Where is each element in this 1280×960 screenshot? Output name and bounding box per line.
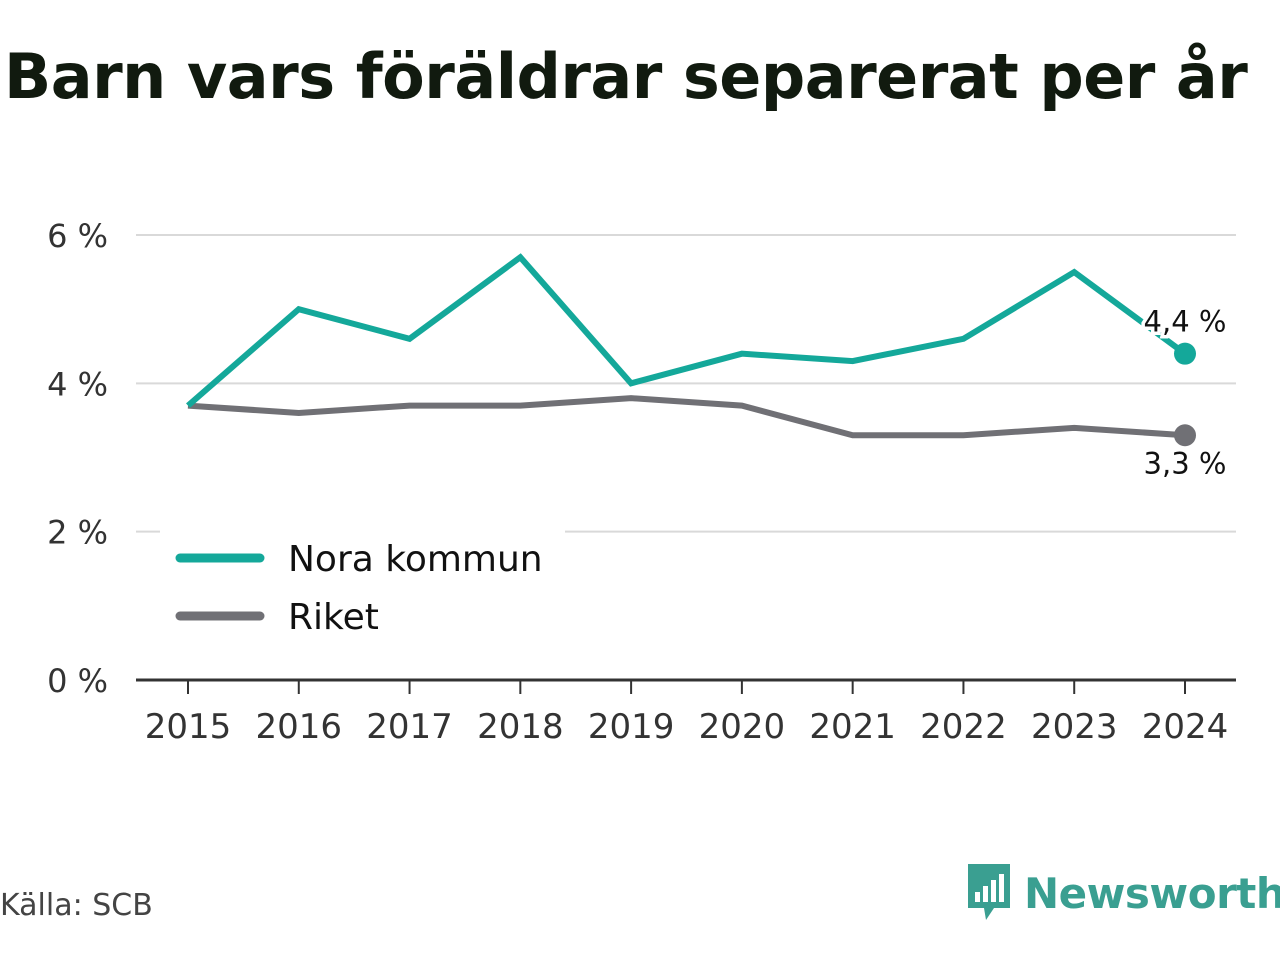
legend-background xyxy=(160,528,565,654)
x-tick-label: 2023 xyxy=(1031,707,1118,747)
x-tick-label: 2016 xyxy=(256,707,343,747)
end-point xyxy=(1174,424,1196,447)
x-tick-label: 2021 xyxy=(809,707,896,747)
end-point xyxy=(1174,342,1196,365)
end-label: 4,4 % xyxy=(1144,305,1227,339)
grid-lines xyxy=(136,234,1236,533)
brand-logo: Newsworthy xyxy=(964,862,1280,924)
x-tick-label: 2015 xyxy=(145,707,232,747)
x-tick-label: 2019 xyxy=(588,707,675,747)
chart-title: Barn vars föräldrar separerat per år xyxy=(4,40,1248,113)
x-tick-label: 2018 xyxy=(477,707,564,747)
brand-name: Newsworthy xyxy=(1024,868,1280,918)
line-chart: 0 % 2 % 4 % 6 % 2015 2016 2017 2018 2019 2020 2021… xyxy=(47,217,1236,747)
axes: 0 % 2 % 4 % 6 % 2015 2016 2017 2018 2019 2020 2021… xyxy=(47,217,1236,747)
y-tick-label: 2 % xyxy=(47,514,108,552)
legend-label: Riket xyxy=(288,597,379,638)
series-line xyxy=(187,395,1186,439)
y-tick-label: 6 % xyxy=(47,217,108,255)
x-tick-label: 2022 xyxy=(920,707,1007,747)
series-line xyxy=(186,253,1187,408)
newsworthy-logo-icon xyxy=(968,864,1010,920)
x-tick-label: 2024 xyxy=(1142,707,1229,747)
end-labels: 4,4 % 3,3 % xyxy=(1140,301,1230,484)
y-tick-label: 4 % xyxy=(47,365,108,403)
source-note: Källa: SCB xyxy=(0,888,153,923)
end-label: 3,3 % xyxy=(1144,446,1227,480)
legend-label: Nora kommun xyxy=(288,539,543,580)
x-tick-label: 2020 xyxy=(699,707,786,747)
legend: Nora kommun Riket xyxy=(160,528,565,654)
x-tick-label: 2017 xyxy=(366,707,453,747)
y-tick-label: 0 % xyxy=(47,662,108,700)
series-lines xyxy=(186,253,1196,447)
